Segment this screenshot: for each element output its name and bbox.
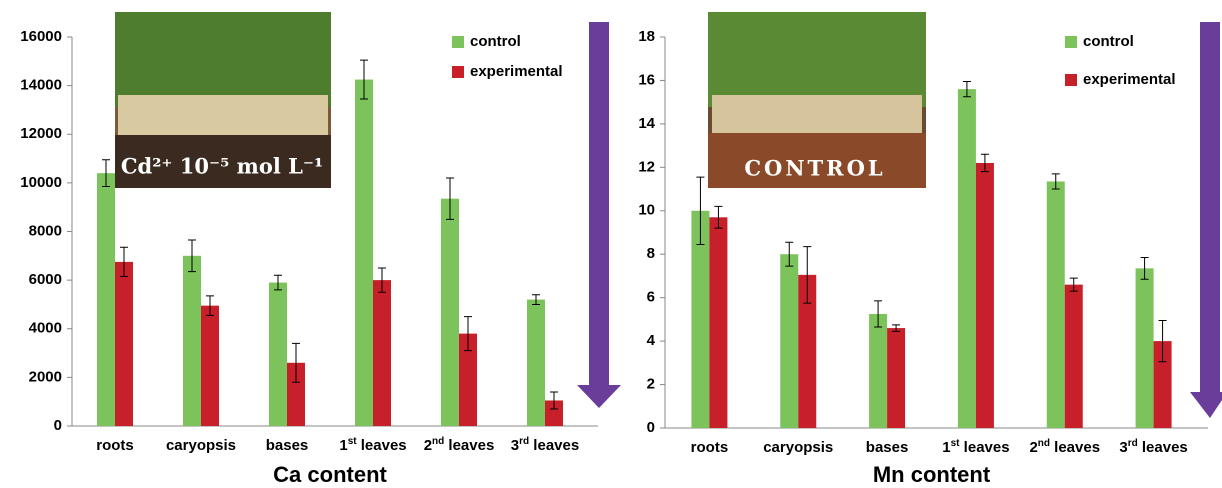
y-tick-label: 6000 <box>29 271 62 288</box>
y-tick-label: 2 <box>647 376 655 393</box>
x-axis-title: Ca content <box>273 462 387 487</box>
y-tick-label: 10 <box>638 202 655 219</box>
y-tick-label: 12000 <box>20 125 62 142</box>
error-bar <box>206 295 214 316</box>
legend-swatch <box>1065 36 1077 48</box>
bar <box>975 162 994 428</box>
bar <box>798 274 817 428</box>
bar <box>269 282 287 426</box>
y-tick-label: 8000 <box>29 222 62 239</box>
y-tick-label: 0 <box>54 417 62 434</box>
y-tick-label: 14000 <box>20 77 62 94</box>
legend-swatch <box>452 36 464 48</box>
legend-label: experimental <box>1083 71 1176 88</box>
y-tick-label: 16000 <box>20 28 62 45</box>
error-bar <box>1069 277 1078 292</box>
error-bar <box>464 316 472 352</box>
x-tick-label: 2nd leaves <box>1029 438 1100 456</box>
error-bar <box>1051 173 1060 190</box>
legend-label: control <box>470 33 521 50</box>
y-tick-label: 16 <box>638 71 655 88</box>
bar <box>459 333 477 426</box>
bar <box>887 328 906 428</box>
error-bar <box>980 153 989 173</box>
error-bar <box>696 176 705 245</box>
error-bar <box>120 246 128 277</box>
error-bar <box>292 342 300 383</box>
y-tick-label: 10000 <box>20 174 62 191</box>
error-bar <box>1158 319 1167 363</box>
bar <box>287 362 305 426</box>
y-tick-label: 18 <box>638 28 655 45</box>
annotation: Cd²⁺ 10⁻⁵ mol L⁻¹ <box>121 154 323 179</box>
bar <box>545 400 563 426</box>
bar <box>957 89 976 428</box>
error-bar <box>378 267 386 293</box>
error-bar <box>446 177 454 220</box>
photo-left <box>115 12 331 188</box>
bar <box>780 254 799 428</box>
bar <box>869 313 888 428</box>
error-bar <box>803 246 812 304</box>
x-tick-label: 3rd leaves <box>1119 438 1187 456</box>
x-tick-label: roots <box>96 437 134 454</box>
y-tick-label: 12 <box>638 158 655 175</box>
y-tick-label: 0 <box>647 419 655 436</box>
error-bar <box>188 239 196 273</box>
x-tick-label: 2nd leaves <box>424 436 495 454</box>
error-bar <box>360 59 368 100</box>
legend-label: experimental <box>470 63 563 80</box>
error-bar <box>274 274 282 291</box>
y-tick-label: 14 <box>638 115 655 132</box>
x-tick-label: 3rd leaves <box>511 436 579 454</box>
x-tick-label: roots <box>691 439 729 456</box>
bar <box>97 173 115 426</box>
legend-swatch <box>452 66 464 78</box>
photo-right <box>708 12 926 188</box>
error-bar <box>532 294 540 305</box>
x-tick-label: caryopsis <box>166 437 236 454</box>
error-bar <box>550 391 558 410</box>
x-axis-title: Mn content <box>873 462 991 487</box>
bar <box>1046 181 1065 428</box>
bar <box>527 299 545 426</box>
error-bar <box>102 159 110 188</box>
error-bar <box>874 300 883 328</box>
error-bar <box>785 241 794 267</box>
arrow <box>577 22 1222 418</box>
y-tick-label: 8 <box>647 245 655 262</box>
y-tick-label: 2000 <box>29 368 62 385</box>
x-tick-label: caryopsis <box>763 439 833 456</box>
bar <box>1064 284 1083 428</box>
error-bar <box>962 81 971 98</box>
bar <box>441 198 459 426</box>
error-bar <box>892 324 901 332</box>
error-bar <box>1140 256 1149 280</box>
annotation: CONTROL <box>744 156 885 181</box>
bar <box>1153 341 1172 428</box>
bar <box>691 210 710 428</box>
bar <box>1135 268 1154 428</box>
legend-swatch <box>1065 74 1077 86</box>
bar <box>709 217 728 428</box>
error-bar <box>714 205 723 229</box>
bar <box>201 305 219 426</box>
y-tick-label: 6 <box>647 289 655 306</box>
bar <box>373 280 391 426</box>
legend-label: control <box>1083 33 1134 50</box>
bar <box>115 261 133 426</box>
x-tick-label: 1st leaves <box>942 438 1009 456</box>
bar <box>183 255 201 426</box>
x-tick-label: bases <box>866 439 909 456</box>
bar <box>355 79 373 426</box>
y-tick-label: 4000 <box>29 320 62 337</box>
y-tick-label: 4 <box>647 332 656 349</box>
x-tick-label: bases <box>266 437 309 454</box>
x-tick-label: 1st leaves <box>339 436 406 454</box>
